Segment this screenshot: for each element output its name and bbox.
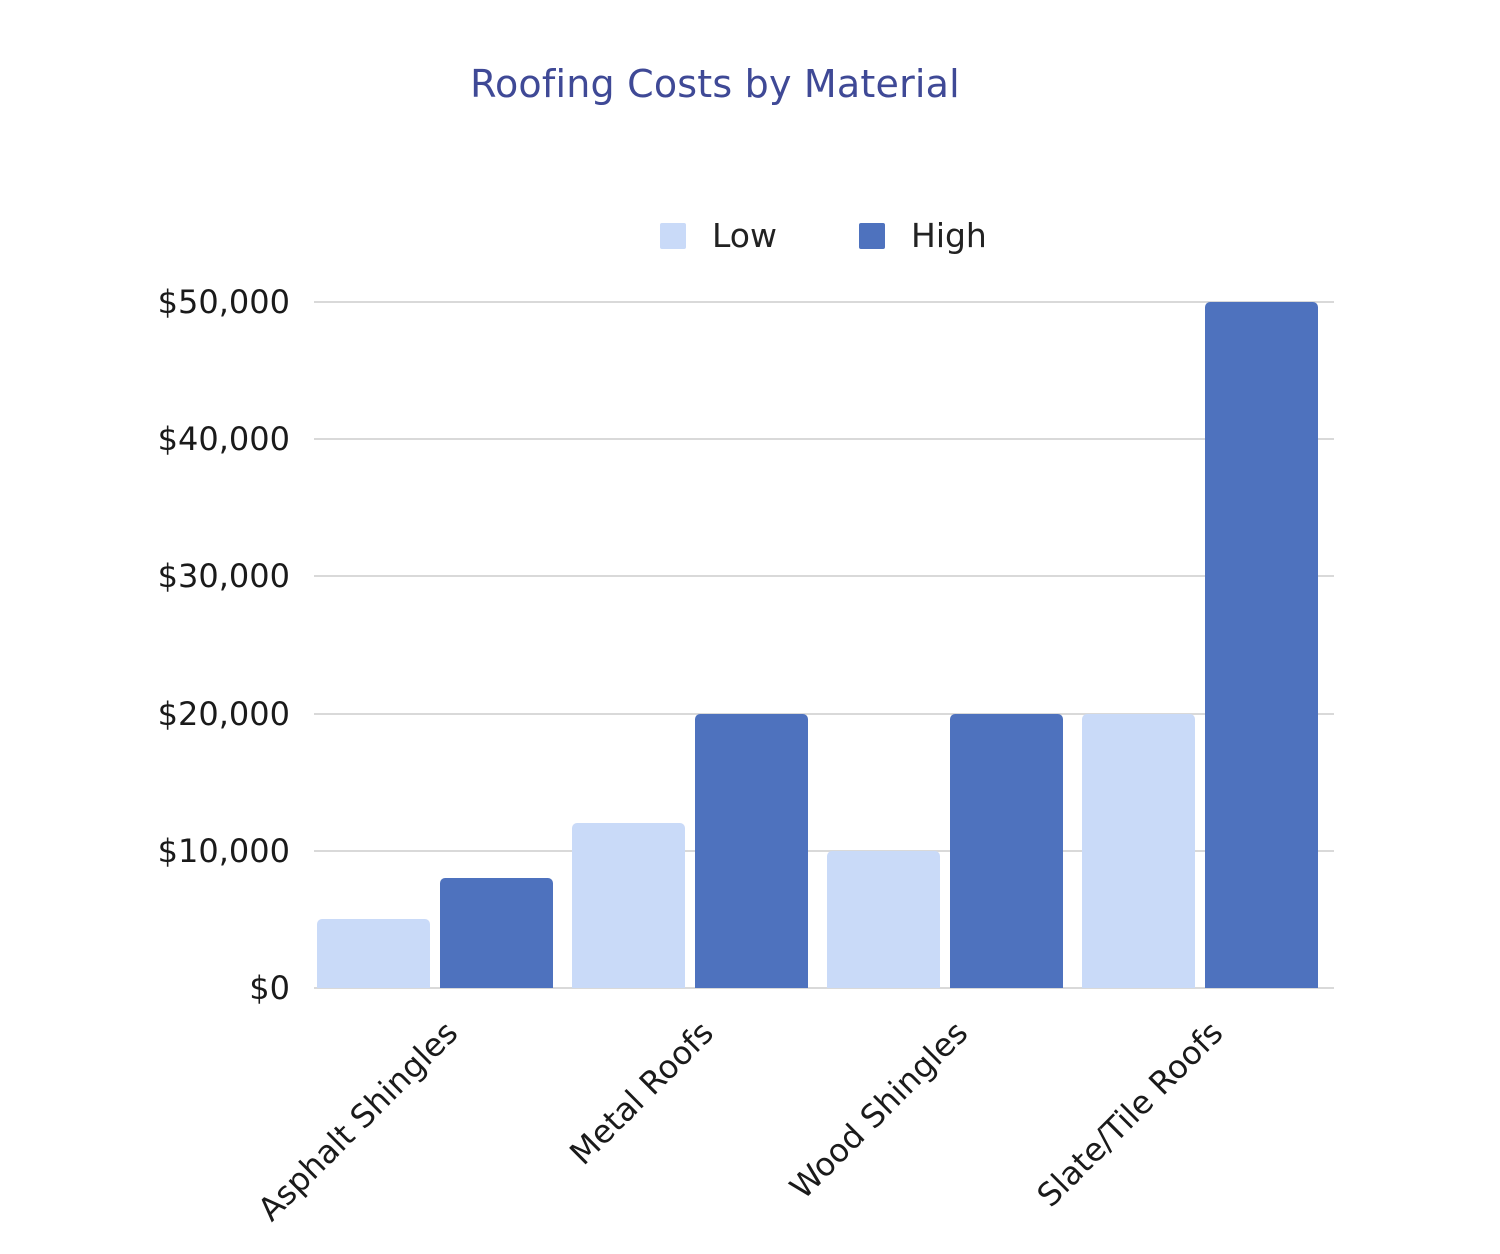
- chart-title: Roofing Costs by Material: [470, 62, 960, 106]
- gridline: [314, 849, 1334, 852]
- y-tick-label: $10,000: [157, 831, 290, 870]
- legend: Low High: [660, 216, 1069, 255]
- legend-label-high: High: [911, 216, 987, 255]
- legend-item-high: High: [859, 216, 987, 255]
- x-tick-label: Asphalt Shingles: [249, 1013, 465, 1229]
- x-tick-label: Slate/Tile Roofs: [1029, 1013, 1230, 1215]
- y-tick-label: $0: [249, 969, 290, 1007]
- gridline: [314, 987, 1334, 989]
- bar-high: [440, 878, 553, 988]
- gridline: [314, 712, 1334, 715]
- legend-item-low: Low: [660, 216, 777, 255]
- x-tick-label: Wood Shingles: [781, 1013, 975, 1207]
- bar-low: [572, 823, 685, 988]
- plot-area: [314, 301, 1334, 989]
- gridline: [314, 575, 1334, 578]
- legend-swatch-high-icon: [859, 222, 885, 249]
- bar-high: [950, 713, 1063, 988]
- y-tick-label: $20,000: [157, 694, 290, 733]
- gridline: [314, 438, 1334, 441]
- legend-label-low: Low: [712, 216, 777, 255]
- bar-high: [1205, 302, 1318, 988]
- bar-low: [1082, 713, 1195, 988]
- y-tick-label: $40,000: [157, 420, 290, 459]
- y-tick-label: $30,000: [157, 557, 290, 596]
- bar-high: [695, 713, 808, 988]
- y-tick-label: $50,000: [157, 283, 290, 321]
- legend-swatch-low-icon: [660, 222, 686, 249]
- x-tick-label: Metal Roofs: [561, 1013, 721, 1173]
- gridline: [314, 301, 1334, 303]
- bar-low: [827, 850, 940, 988]
- bar-low: [317, 919, 430, 988]
